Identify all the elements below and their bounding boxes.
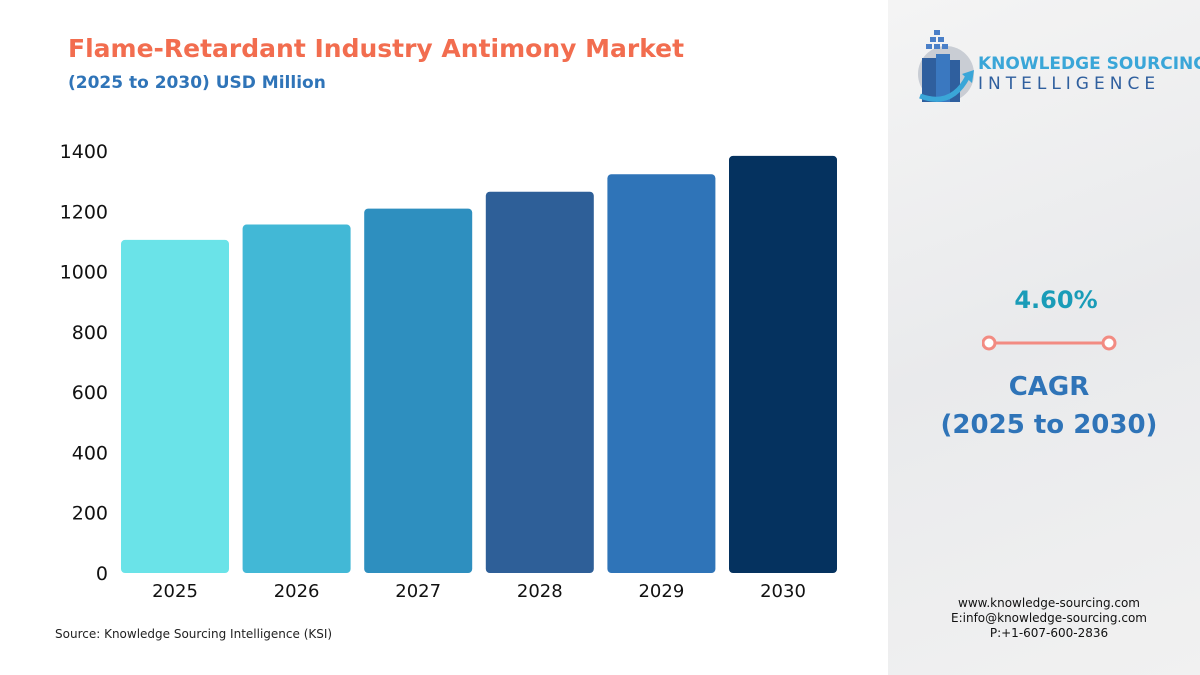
bar-2027	[364, 208, 473, 573]
cagr-label-text: CAGR	[1008, 372, 1090, 402]
y-tick-label: 1000	[60, 262, 108, 284]
cagr-connector-icon	[982, 335, 1117, 351]
logo-text-line2: INTELLIGENCE	[978, 74, 1161, 94]
source-note: Source: Knowledge Sourcing Intelligence …	[55, 627, 333, 641]
bar-2026	[242, 224, 351, 573]
cagr-period: (2025 to 2030)	[940, 410, 1158, 440]
y-tick-label: 1400	[60, 141, 108, 163]
chart-subtitle: (2025 to 2030) USD Million	[68, 73, 326, 93]
bar-2028	[485, 191, 594, 573]
bar-2030	[729, 155, 837, 573]
chart-title: Flame-Retardant Industry Antimony Market	[68, 34, 685, 63]
bar-chart: 0 200 400 600 800 1000 1200 1400 2025 2026 2027 202…	[60, 141, 837, 602]
contact-website[interactable]: www.knowledge-sourcing.com	[958, 596, 1140, 610]
contact-info: www.knowledge-sourcing.com E:info@knowle…	[888, 596, 1200, 641]
contact-phone: P:+1-607-600-2836	[989, 626, 1109, 640]
ksi-logo-icon	[918, 30, 974, 102]
x-tick-label: 2030	[760, 581, 806, 602]
y-tick-label: 200	[72, 503, 108, 525]
y-tick-label: 400	[72, 442, 108, 464]
x-tick-label: 2025	[152, 581, 198, 602]
x-tick-label: 2029	[638, 581, 684, 602]
contact-email[interactable]: E:info@knowledge-sourcing.com	[951, 611, 1147, 625]
cagr-value: 4.60%	[1014, 286, 1098, 314]
y-tick-label: 600	[72, 382, 108, 404]
x-tick-label: 2026	[274, 581, 320, 602]
cagr-label: CAGR (2025 to 2030)	[888, 368, 1200, 444]
y-tick-label: 0	[96, 563, 108, 585]
y-tick-label: 800	[72, 322, 108, 344]
side-panel: KNOWLEDGE SOURCING INTELLIGENCE 4.60% CA…	[888, 0, 1200, 675]
bar-2029	[607, 174, 716, 573]
x-tick-label: 2027	[395, 581, 441, 602]
logo-text-line1: KNOWLEDGE SOURCING	[978, 54, 1200, 74]
bar-2025	[121, 239, 229, 573]
x-tick-label: 2028	[517, 581, 563, 602]
y-tick-label: 1200	[60, 201, 108, 223]
